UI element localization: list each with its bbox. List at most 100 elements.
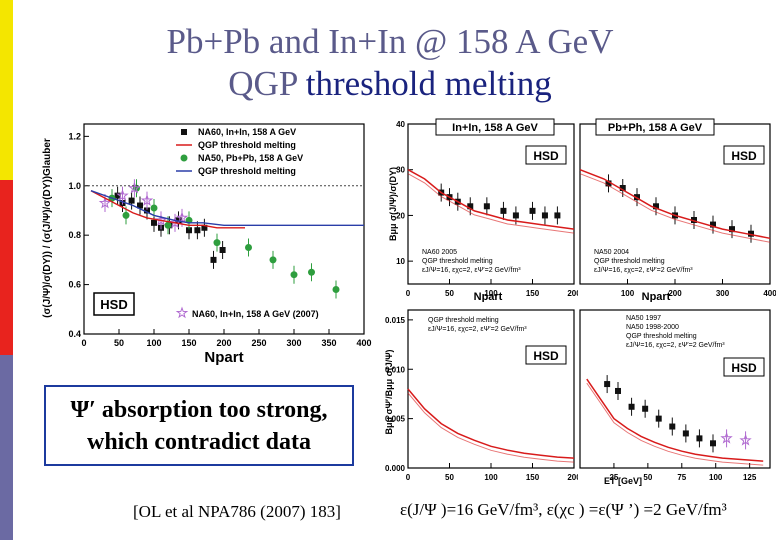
data-point	[140, 194, 154, 206]
hsd-badge-label: HSD	[731, 149, 757, 163]
x-tick-label: 25	[609, 473, 618, 482]
legend-label: εJ/Ψ=16, εχc=2, εΨ′=2 GeV/fm³	[626, 342, 725, 349]
chart-inin-jpsi-dy: 0 50 100 150 200 10 20 30 40 In+In, 158 A GeV HSD B…	[388, 118, 578, 302]
hsd-badge	[93, 292, 135, 316]
data-point	[628, 403, 635, 410]
x-tick-label: 50	[445, 473, 454, 482]
model-curve-red	[586, 378, 764, 462]
data-point	[642, 405, 649, 412]
legend-label: NA60, In+In, 158 A GeV	[198, 127, 296, 137]
data-point	[194, 227, 201, 234]
data-point	[150, 204, 158, 212]
y-tick-label: 0.8	[68, 230, 81, 240]
legend-label: QGP threshold melting	[428, 317, 499, 324]
x-tick-label: 150	[526, 473, 540, 482]
x-tick-label: 100	[709, 473, 723, 482]
x-tick-label: 100	[621, 289, 635, 298]
data-point	[98, 196, 112, 209]
x-tick-label: 200	[668, 289, 682, 298]
data-point	[615, 387, 621, 394]
y-axis-label: (σ(J/Ψ)/σ(DY)) / (σ(J/Ψ)/σ(DY))Glauber	[42, 138, 53, 318]
decor-bar-yellow	[0, 0, 13, 180]
model-curve-red	[579, 169, 771, 240]
data-point	[655, 415, 662, 422]
data-point	[467, 203, 474, 210]
hsd-badge	[525, 345, 567, 365]
legend-label: NA50 1997	[626, 315, 661, 322]
data-point	[512, 212, 519, 219]
slide-title-line2: QGP threshold melting	[0, 64, 780, 104]
y-tick-label: 1.0	[68, 181, 81, 191]
model-band-red	[579, 173, 771, 243]
x-tick-label: 400	[356, 338, 371, 348]
y-tick-label: 0.000	[385, 464, 406, 473]
y-tick-label: 0.015	[385, 316, 406, 325]
data-point	[653, 203, 659, 210]
data-point	[245, 244, 252, 252]
plot-frame	[407, 309, 575, 469]
x-axis-label: Npart	[204, 349, 243, 366]
data-point	[554, 212, 561, 219]
data-point	[710, 440, 716, 447]
x-tick-label: 100	[484, 473, 498, 482]
x-tick-label: 200	[567, 289, 578, 298]
y-tick-label: 1.2	[68, 131, 81, 141]
legend-label: QGP threshold melting	[198, 166, 296, 176]
data-point	[748, 230, 754, 237]
legend-label: εJ/Ψ=16, εχc=2, εΨ′=2 GeV/fm³	[422, 267, 521, 274]
data-point	[213, 239, 221, 247]
data-point	[739, 433, 752, 446]
model-curve-red	[407, 169, 575, 230]
y-tick-label: 30	[396, 166, 405, 175]
hsd-badge-label: HSD	[533, 349, 559, 363]
y-tick-label: 20	[396, 211, 405, 220]
data-point	[729, 226, 735, 233]
data-point	[122, 211, 130, 219]
legend-swatch	[175, 306, 189, 319]
data-point	[116, 189, 129, 201]
data-point	[500, 207, 507, 214]
legend-swatch	[180, 154, 188, 162]
reference: [OL et al NPA786 (2007) 183]	[133, 502, 341, 521]
x-tick-label: 100	[484, 289, 498, 298]
hsd-badge-label: HSD	[100, 297, 127, 312]
data-point	[269, 256, 277, 264]
x-tick-label: 50	[445, 289, 454, 298]
x-tick-label: 150	[526, 289, 540, 298]
note-line1: Ψ′ absorption too strong,	[70, 397, 328, 423]
legend-label: NA60 2005	[422, 249, 457, 256]
y-tick-label: 10	[396, 257, 405, 266]
data-point	[308, 268, 315, 276]
data-point	[175, 211, 189, 224]
data-point	[619, 185, 626, 191]
x-tick-label: 300	[716, 289, 730, 298]
x-tick-label: 100	[146, 338, 161, 348]
data-point	[634, 194, 640, 201]
hsd-badge-label: HSD	[533, 149, 559, 163]
data-point	[114, 192, 121, 199]
data-point	[154, 213, 168, 226]
data-point	[144, 207, 150, 214]
model-band-red	[407, 392, 575, 463]
x-tick-label: 350	[321, 338, 336, 348]
chart-pbpb-psiprime-et: 25 50 75 100 125 HSD NA50 1997 NA50 1998-2000 QG…	[579, 309, 771, 486]
decor-bar-purple	[0, 355, 13, 540]
data-point	[605, 180, 612, 187]
y-axis-label: Bμμ σ(J/Ψ)/σ(DY)	[388, 167, 398, 241]
hsd-badge-label: HSD	[731, 361, 757, 375]
title-plain: QGP	[228, 64, 306, 103]
legend-label: QGP threshold melting	[422, 258, 493, 265]
y-tick-label: 0.6	[68, 280, 81, 290]
x-tick-label: 125	[743, 473, 757, 482]
x-tick-label: 50	[643, 473, 652, 482]
data-point	[201, 224, 208, 231]
data-point	[669, 423, 676, 430]
x-tick-label: 0	[406, 473, 411, 482]
x-tick-label: 250	[251, 338, 266, 348]
chart-pbpb-jpsi-dy: 100 200 300 400 Pb+Ph, 158 A GeV HSD NA50 2004…	[579, 118, 776, 302]
legend-label: εJ/Ψ=16, εχc=2, εΨ′=2 GeV/fm³	[428, 326, 527, 333]
data-point	[696, 435, 703, 442]
chart-suppression-npart: 0 50 100 150 200 250 300 350 400 0.4 0.6 0.8 1.0 1.2 N…	[42, 123, 372, 366]
x-tick-label: 400	[763, 289, 776, 298]
x-axis-label: Npart	[642, 291, 671, 302]
